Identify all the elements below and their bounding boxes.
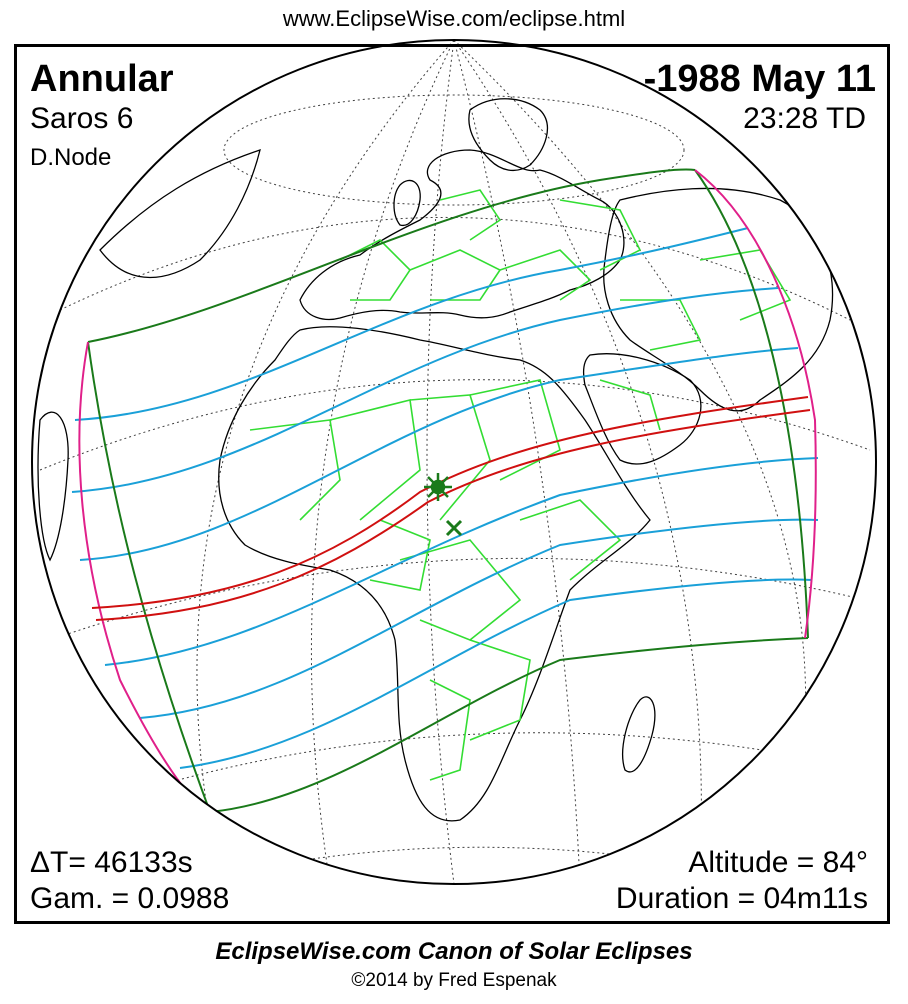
graticule [39,40,871,884]
north-america-coast [99,149,261,279]
footer-title: EclipseWise.com Canon of Solar Eclipses [215,938,693,965]
node-label: D.Node [30,144,112,171]
madagascar-coast [622,696,656,773]
altitude-value: Altitude = 84° [688,846,868,879]
central-path [91,396,811,621]
penumbra-limits [87,168,809,813]
globe-outline [31,39,877,885]
scandinavia-coast [468,98,549,172]
asia-coast [603,187,834,412]
map-frame [14,44,890,924]
eclipse-time: 23:28 TD [743,102,866,135]
x-icon [445,519,463,537]
delta-t: ΔT= 46133s [30,846,193,879]
political-borders [249,189,792,781]
britain-coast [393,179,421,227]
europe-coast [299,149,625,321]
magnitude-lines [71,227,819,769]
saros-number: Saros 6 [30,102,134,135]
coastlines [37,98,834,822]
gamma-value: Gam. = 0.0988 [30,882,230,915]
page-url: www.EclipseWise.com/eclipse.html [282,6,626,31]
footer-copyright: ©2014 by Fred Espenak [351,970,557,991]
arabia-coast [583,353,702,465]
africa-coast [218,326,651,822]
star-icon [424,473,452,501]
eclipse-date: -1988 May 11 [643,58,876,100]
eclipse-type: Annular [30,58,174,100]
rise-set-curves [78,169,817,811]
americas-coast [37,411,69,562]
duration-value: Duration = 04m11s [615,882,868,915]
